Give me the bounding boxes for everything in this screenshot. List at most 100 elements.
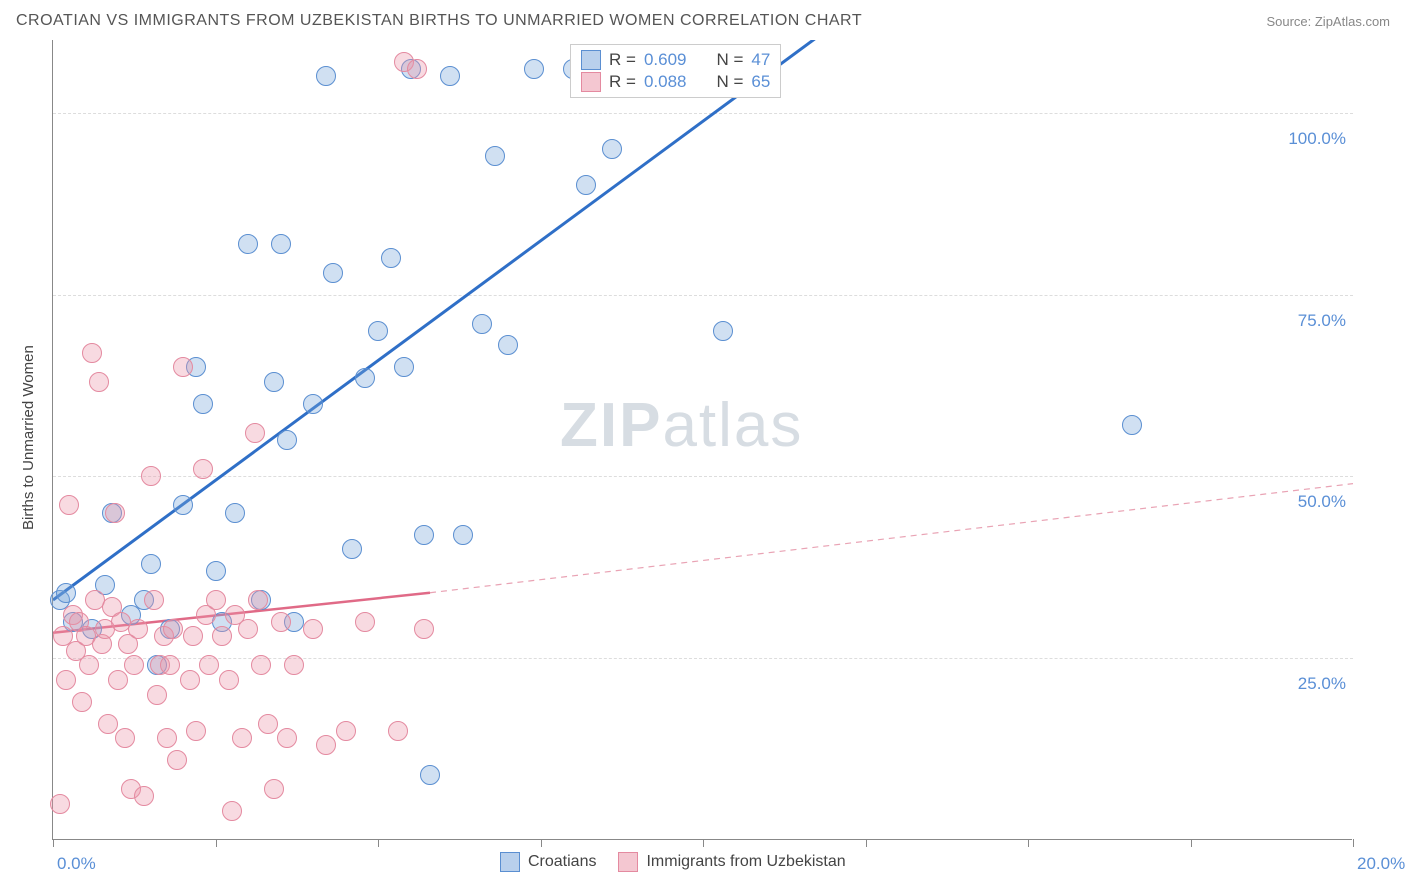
data-point (206, 590, 226, 610)
x-tick (1191, 839, 1192, 847)
chart-title: CROATIAN VS IMMIGRANTS FROM UZBEKISTAN B… (16, 12, 862, 30)
data-point (453, 525, 473, 545)
data-point (56, 670, 76, 690)
data-point (271, 234, 291, 254)
data-point (89, 372, 109, 392)
x-tick-label: 20.0% (1357, 854, 1405, 874)
legend-n-label: N = (716, 72, 743, 92)
data-point (183, 626, 203, 646)
data-point (323, 263, 343, 283)
legend-r-value: 0.088 (644, 72, 687, 92)
data-point (232, 728, 252, 748)
data-point (303, 394, 323, 414)
data-point (50, 794, 70, 814)
y-axis-title: Births to Unmarried Women (20, 345, 37, 530)
x-tick (1353, 839, 1354, 847)
data-point (576, 175, 596, 195)
legend-n-value: 47 (751, 50, 770, 70)
legend-n-label: N = (716, 50, 743, 70)
data-point (316, 735, 336, 755)
data-point (271, 612, 291, 632)
data-point (1122, 415, 1142, 435)
data-point (157, 728, 177, 748)
data-point (316, 66, 336, 86)
data-point (144, 590, 164, 610)
data-point (79, 655, 99, 675)
gridline (53, 658, 1353, 659)
data-point (414, 525, 434, 545)
data-point (258, 714, 278, 734)
data-point (394, 357, 414, 377)
legend-n-value: 65 (751, 72, 770, 92)
data-point (388, 721, 408, 741)
data-point (472, 314, 492, 334)
legend-swatch (581, 50, 601, 70)
data-point (98, 714, 118, 734)
x-tick (1028, 839, 1029, 847)
data-point (245, 423, 265, 443)
data-point (524, 59, 544, 79)
data-point (355, 612, 375, 632)
x-tick (703, 839, 704, 847)
legend-r-value: 0.609 (644, 50, 687, 70)
legend-label: Immigrants from Uzbekistan (646, 853, 845, 871)
gridline (53, 113, 1353, 114)
legend-series: Croatians Immigrants from Uzbekistan (500, 852, 846, 872)
data-point (206, 561, 226, 581)
x-tick (53, 839, 54, 847)
y-tick-label: 50.0% (1298, 492, 1346, 512)
legend-correlation: R = 0.609 N = 47 R = 0.088 N = 65 (570, 44, 781, 98)
data-point (134, 786, 154, 806)
data-point (219, 670, 239, 690)
data-point (173, 495, 193, 515)
data-point (115, 728, 135, 748)
legend-r-label: R = (609, 50, 636, 70)
data-point (72, 692, 92, 712)
gridline (53, 295, 1353, 296)
data-point (284, 655, 304, 675)
data-point (160, 655, 180, 675)
y-tick-label: 25.0% (1298, 674, 1346, 694)
data-point (212, 626, 232, 646)
data-point (407, 59, 427, 79)
data-point (251, 655, 271, 675)
data-point (248, 590, 268, 610)
legend-label: Croatians (528, 853, 596, 871)
legend-row: R = 0.609 N = 47 (581, 49, 770, 71)
legend-row: R = 0.088 N = 65 (581, 71, 770, 93)
data-point (238, 234, 258, 254)
data-point (163, 619, 183, 639)
data-point (498, 335, 518, 355)
x-tick (541, 839, 542, 847)
data-point (381, 248, 401, 268)
y-tick-label: 75.0% (1298, 311, 1346, 331)
legend-swatch (618, 852, 638, 872)
data-point (225, 503, 245, 523)
data-point (193, 459, 213, 479)
data-point (342, 539, 362, 559)
data-point (440, 66, 460, 86)
data-point (56, 583, 76, 603)
data-point (368, 321, 388, 341)
data-point (303, 619, 323, 639)
data-point (414, 619, 434, 639)
data-point (124, 655, 144, 675)
data-point (222, 801, 242, 821)
data-point (277, 728, 297, 748)
data-point (180, 670, 200, 690)
data-point (141, 554, 161, 574)
data-point (82, 343, 102, 363)
data-point (128, 619, 148, 639)
x-tick (378, 839, 379, 847)
data-point (264, 779, 284, 799)
data-point (59, 495, 79, 515)
data-point (108, 670, 128, 690)
x-tick (216, 839, 217, 847)
data-point (602, 139, 622, 159)
x-tick (866, 839, 867, 847)
trend-line (430, 484, 1353, 593)
data-point (713, 321, 733, 341)
gridline (53, 476, 1353, 477)
legend-r-label: R = (609, 72, 636, 92)
data-point (264, 372, 284, 392)
